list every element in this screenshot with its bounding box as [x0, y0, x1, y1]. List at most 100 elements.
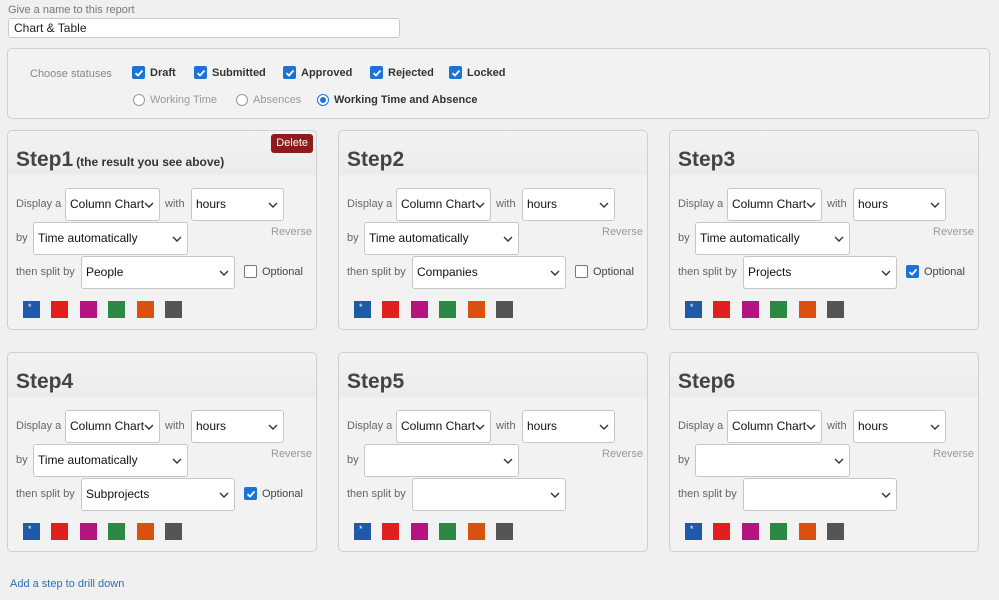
- chart-type-select[interactable]: Column Chart: [727, 410, 822, 443]
- split-value: Companies: [417, 265, 478, 279]
- chart-type-select[interactable]: Column Chart: [65, 188, 160, 221]
- reverse-link[interactable]: Reverse: [933, 226, 974, 238]
- color-swatch-magenta[interactable]: [80, 301, 97, 318]
- radio-working-time-label: Working Time: [150, 94, 218, 106]
- chevron-down-icon: [268, 202, 278, 208]
- color-swatch-red[interactable]: [713, 301, 730, 318]
- checkbox-empty-icon: [575, 265, 588, 278]
- color-swatch-green[interactable]: [108, 523, 125, 540]
- optional-checkbox[interactable]: Optional: [244, 487, 303, 500]
- reverse-link[interactable]: Reverse: [271, 226, 312, 238]
- split-select[interactable]: [743, 478, 897, 511]
- delete-button[interactable]: Delete: [271, 134, 313, 153]
- step-header: [8, 353, 316, 397]
- step-header: [670, 131, 978, 175]
- checkmark-icon: [194, 66, 207, 79]
- add-step-link[interactable]: Add a step to drill down: [10, 578, 125, 590]
- color-swatch-red[interactable]: [382, 523, 399, 540]
- color-swatch-magenta[interactable]: [411, 301, 428, 318]
- optional-checkbox[interactable]: Optional: [906, 265, 965, 278]
- display-a-label: Display a: [16, 198, 62, 210]
- color-swatch-magenta[interactable]: [80, 523, 97, 540]
- by-select[interactable]: [364, 444, 519, 477]
- chart-type-select[interactable]: Column Chart: [65, 410, 160, 443]
- chart-type-select[interactable]: Column Chart: [396, 188, 491, 221]
- color-swatch-blue[interactable]: *: [685, 523, 702, 540]
- color-swatch-gray[interactable]: [496, 301, 513, 318]
- status-draft-checkbox[interactable]: Draft: [132, 66, 176, 79]
- color-swatch-orange[interactable]: [799, 523, 816, 540]
- metric-select[interactable]: hours: [853, 188, 946, 221]
- by-select[interactable]: Time automatically: [33, 222, 188, 255]
- color-swatch-gray[interactable]: [165, 301, 182, 318]
- metric-value: hours: [196, 197, 227, 211]
- color-swatch-blue[interactable]: *: [685, 301, 702, 318]
- color-swatch-red[interactable]: [51, 523, 68, 540]
- metric-select[interactable]: hours: [853, 410, 946, 443]
- color-swatch-green[interactable]: [108, 301, 125, 318]
- color-swatch-magenta[interactable]: [411, 523, 428, 540]
- color-swatch-gray[interactable]: [827, 523, 844, 540]
- chart-type-select[interactable]: Column Chart: [396, 410, 491, 443]
- chart-type-select[interactable]: Column Chart: [727, 188, 822, 221]
- metric-select[interactable]: hours: [191, 410, 284, 443]
- color-swatch-orange[interactable]: [468, 523, 485, 540]
- step-1-panel: Step1 (the result you see above) Delete D…: [7, 130, 317, 330]
- color-swatch-gray[interactable]: [496, 523, 513, 540]
- color-swatch-red[interactable]: [51, 301, 68, 318]
- chevron-down-icon: [268, 424, 278, 430]
- color-swatch-blue[interactable]: *: [23, 523, 40, 540]
- color-swatch-green[interactable]: [439, 301, 456, 318]
- color-swatch-gray[interactable]: [827, 301, 844, 318]
- color-swatch-orange[interactable]: [799, 301, 816, 318]
- metric-select[interactable]: hours: [522, 188, 615, 221]
- radio-working-time[interactable]: Working Time: [133, 94, 217, 106]
- by-select[interactable]: Time automatically: [695, 222, 850, 255]
- color-swatch-red[interactable]: [713, 523, 730, 540]
- color-swatch-green[interactable]: [770, 523, 787, 540]
- color-swatch-orange[interactable]: [137, 523, 154, 540]
- by-select[interactable]: [695, 444, 850, 477]
- radio-working-time-and-absence[interactable]: Working Time and Absence: [317, 94, 477, 106]
- reverse-link[interactable]: Reverse: [271, 448, 312, 460]
- reverse-link[interactable]: Reverse: [602, 448, 643, 460]
- color-swatch-blue[interactable]: *: [354, 301, 371, 318]
- color-swatch-blue[interactable]: *: [354, 523, 371, 540]
- checkmark-icon: [449, 66, 462, 79]
- step-4-panel: Step4 Display a Column Chart with hours …: [7, 352, 317, 552]
- split-select[interactable]: Companies: [412, 256, 566, 289]
- chevron-down-icon: [144, 202, 154, 208]
- radio-circle-icon: [236, 94, 248, 106]
- step-title: Step2: [347, 148, 404, 172]
- reverse-link[interactable]: Reverse: [602, 226, 643, 238]
- status-submitted-checkbox[interactable]: Submitted: [194, 66, 266, 79]
- split-select[interactable]: People: [81, 256, 235, 289]
- color-swatch-red[interactable]: [382, 301, 399, 318]
- report-name-input[interactable]: [8, 18, 400, 38]
- optional-checkbox[interactable]: Optional: [244, 265, 303, 278]
- split-select[interactable]: [412, 478, 566, 511]
- color-swatch-orange[interactable]: [468, 301, 485, 318]
- status-locked-checkbox[interactable]: Locked: [449, 66, 506, 79]
- report-name-label: Give a name to this report: [8, 4, 135, 16]
- chevron-down-icon: [475, 202, 485, 208]
- checkmark-icon: [906, 265, 919, 278]
- color-swatch-magenta[interactable]: [742, 523, 759, 540]
- split-select[interactable]: Subprojects: [81, 478, 235, 511]
- color-swatch-green[interactable]: [439, 523, 456, 540]
- status-rejected-checkbox[interactable]: Rejected: [370, 66, 434, 79]
- metric-select[interactable]: hours: [191, 188, 284, 221]
- optional-checkbox[interactable]: Optional: [575, 265, 634, 278]
- metric-select[interactable]: hours: [522, 410, 615, 443]
- split-select[interactable]: Projects: [743, 256, 897, 289]
- reverse-link[interactable]: Reverse: [933, 448, 974, 460]
- color-swatch-blue[interactable]: *: [23, 301, 40, 318]
- color-swatch-magenta[interactable]: [742, 301, 759, 318]
- color-swatch-green[interactable]: [770, 301, 787, 318]
- status-approved-checkbox[interactable]: Approved: [283, 66, 352, 79]
- color-swatch-gray[interactable]: [165, 523, 182, 540]
- by-select[interactable]: Time automatically: [33, 444, 188, 477]
- color-swatch-orange[interactable]: [137, 301, 154, 318]
- by-select[interactable]: Time automatically: [364, 222, 519, 255]
- radio-absences[interactable]: Absences: [236, 94, 301, 106]
